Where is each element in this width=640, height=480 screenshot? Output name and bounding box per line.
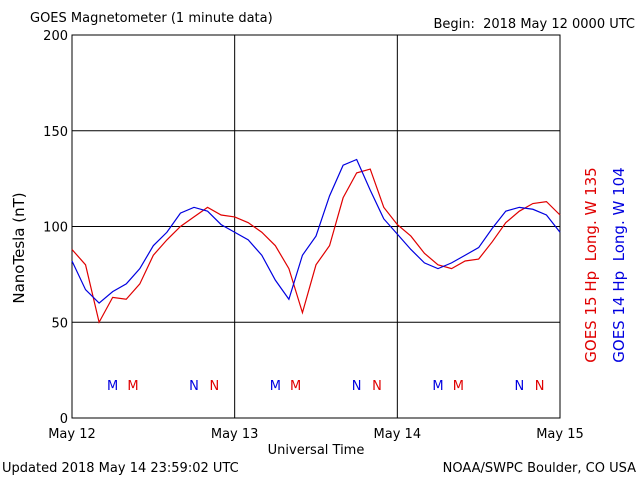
footer-left: Updated 2018 May 14 23:59:02 UTC bbox=[2, 461, 239, 476]
y-tick-label: 100 bbox=[43, 221, 68, 236]
legend-entry: GOES 14 Hp Long. W 104 bbox=[610, 167, 628, 362]
y-tick-label: 50 bbox=[51, 316, 68, 331]
y-tick-label: 200 bbox=[43, 29, 68, 44]
annotation: M bbox=[270, 379, 281, 394]
annotation: M bbox=[290, 379, 301, 394]
annotation: N bbox=[514, 379, 524, 394]
chart-title: GOES Magnetometer (1 minute data) bbox=[30, 11, 273, 26]
annotation: N bbox=[352, 379, 362, 394]
y-axis-label: NanoTesla (nT) bbox=[10, 192, 28, 303]
annotation: M bbox=[453, 379, 464, 394]
footer-right: NOAA/SWPC Boulder, CO USA bbox=[443, 461, 636, 476]
x-tick-label: May 15 bbox=[536, 427, 584, 442]
annotation: M bbox=[107, 379, 118, 394]
x-tick-label: May 14 bbox=[374, 427, 422, 442]
x-axis-label: Universal Time bbox=[268, 443, 365, 458]
x-tick-label: May 13 bbox=[211, 427, 259, 442]
series-line bbox=[71, 158, 561, 304]
annotation: N bbox=[209, 379, 219, 394]
chart-subtitle: Begin: 2018 May 12 0000 UTC bbox=[433, 17, 635, 32]
annotation: N bbox=[372, 379, 382, 394]
annotation: M bbox=[127, 379, 138, 394]
x-tick-label: May 12 bbox=[48, 427, 96, 442]
y-tick-label: 0 bbox=[60, 412, 68, 427]
legend-entry: GOES 15 Hp Long. W 135 bbox=[582, 167, 600, 362]
annotation: N bbox=[189, 379, 199, 394]
y-tick-label: 150 bbox=[43, 125, 68, 140]
series-line bbox=[71, 168, 561, 324]
annotation: M bbox=[432, 379, 443, 394]
annotation: N bbox=[535, 379, 545, 394]
